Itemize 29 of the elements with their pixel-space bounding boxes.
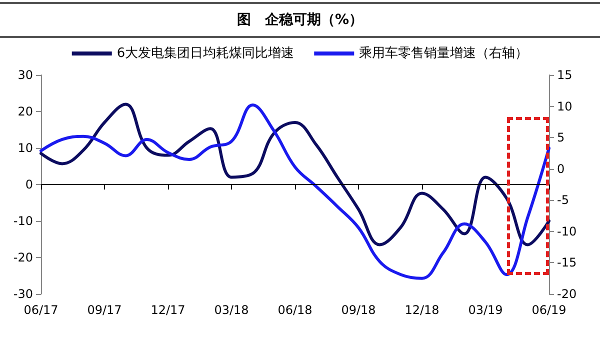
x-tick-label: 09/18 xyxy=(341,303,376,317)
y-tick-label: -20 xyxy=(13,250,33,264)
y-tick-label: -10 xyxy=(13,214,33,228)
line-series xyxy=(40,102,550,246)
legend-label: 乘用车零售销量增速（右轴） xyxy=(359,46,528,61)
x-tick-label: 06/18 xyxy=(278,303,312,317)
y-tick-label: 30 xyxy=(18,68,33,82)
y2-tick-label: -15 xyxy=(557,256,577,270)
x-tick-label: 09/17 xyxy=(87,303,122,317)
legend-label: 6大发电集团日均耗煤同比增速 xyxy=(116,46,294,61)
x-tick-label: 03/18 xyxy=(214,303,249,317)
y2-tick-label: 10 xyxy=(557,99,572,114)
y2-tick-label: 0 xyxy=(557,162,565,176)
x-tick-label: 03/19 xyxy=(468,303,503,317)
x-tick-label: 06/19 xyxy=(532,303,566,317)
y2-tick-label: 15 xyxy=(557,68,572,82)
y-tick-label: 10 xyxy=(18,141,33,155)
y2-tick-label: 5 xyxy=(557,130,565,145)
y2-tick-label: -20 xyxy=(557,287,577,301)
x-tick-label: 06/17 xyxy=(24,303,58,317)
y-tick-label: 0 xyxy=(25,178,33,192)
x-tick-label: 12/18 xyxy=(404,303,440,317)
y-tick-label: -30 xyxy=(13,287,33,301)
y2-tick-label: -5 xyxy=(557,193,569,208)
y-tick-label: 20 xyxy=(18,104,33,118)
line-series xyxy=(40,104,550,280)
x-tick-label: 12/17 xyxy=(150,303,186,317)
chart-title: 图 企稳可期（%） xyxy=(236,11,364,30)
y2-tick-label: -10 xyxy=(557,224,577,238)
